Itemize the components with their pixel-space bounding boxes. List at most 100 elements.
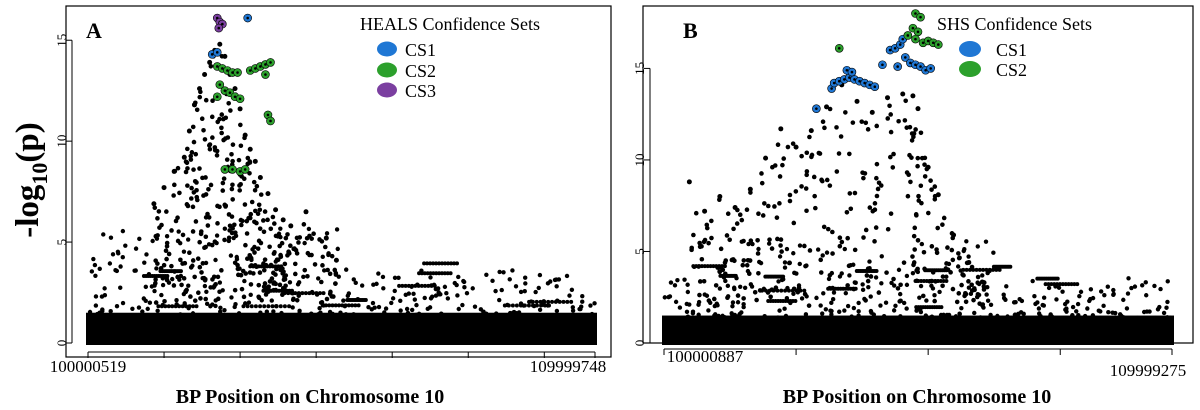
snp-point — [841, 318, 846, 324]
snp-point — [984, 292, 989, 297]
snp-point — [309, 252, 314, 258]
snp-point — [911, 233, 917, 239]
snp-point — [351, 312, 356, 317]
snp-point — [164, 243, 170, 249]
snp-point — [831, 290, 837, 295]
snp-point — [735, 300, 741, 305]
cs-point-core — [238, 170, 242, 173]
peak-snp-point — [247, 146, 253, 152]
snp-point — [790, 141, 796, 146]
snp-point — [376, 271, 381, 276]
legend-a-cs1-marker — [377, 41, 397, 57]
snp-point — [1070, 312, 1075, 318]
snp-point — [845, 283, 850, 288]
snp-point — [944, 279, 949, 284]
snp-point — [370, 300, 376, 306]
snp-point — [306, 226, 312, 232]
snp-point — [823, 317, 829, 323]
snp-point — [116, 251, 121, 256]
peak-snp-point — [237, 106, 243, 112]
snp-point — [382, 316, 387, 321]
snp-point — [685, 314, 691, 319]
snp-point — [190, 124, 196, 130]
snp-point — [550, 299, 555, 304]
snp-point — [935, 225, 941, 231]
snp-point — [839, 239, 845, 245]
snp-point — [343, 303, 348, 308]
snp-point — [1082, 315, 1088, 320]
snp-point — [460, 302, 465, 308]
snp-point — [1102, 292, 1107, 298]
snp-point — [689, 247, 694, 253]
snp-point — [891, 283, 897, 288]
snp-point — [991, 250, 996, 255]
snp-point — [262, 209, 268, 214]
snp-point — [702, 264, 707, 269]
snp-point — [985, 284, 990, 290]
snp-point — [1005, 314, 1010, 319]
snp-point — [184, 314, 189, 319]
snp-point — [569, 299, 574, 304]
snp-point — [732, 286, 737, 292]
snp-point — [803, 263, 808, 269]
snp-point — [155, 216, 160, 221]
snp-point — [682, 277, 687, 282]
snp-point — [344, 267, 349, 272]
snp-point — [1067, 318, 1072, 323]
snp-point — [811, 174, 817, 180]
snp-point — [944, 274, 949, 279]
snp-point — [687, 302, 692, 307]
snp-point — [883, 300, 889, 305]
snp-point — [353, 280, 358, 286]
snp-point — [697, 240, 702, 246]
snp-point — [340, 303, 345, 308]
snp-point — [1106, 309, 1111, 315]
snp-point — [280, 286, 286, 291]
snp-point — [777, 201, 782, 206]
snp-point — [809, 152, 815, 158]
snp-point — [775, 315, 781, 320]
snp-point — [219, 130, 224, 136]
snp-point — [223, 203, 229, 209]
snp-point — [957, 311, 962, 316]
snp-point — [842, 308, 847, 313]
snp-point — [837, 243, 843, 249]
snp-point — [909, 318, 915, 323]
snp-point — [1119, 313, 1124, 319]
snp-point — [249, 199, 255, 205]
snp-point — [542, 316, 548, 321]
snp-point — [324, 231, 330, 236]
snp-point — [173, 304, 178, 309]
snp-point — [981, 287, 987, 292]
cs-point-core — [901, 37, 905, 41]
snp-point — [253, 208, 258, 214]
snp-point — [538, 303, 543, 308]
snp-point — [242, 278, 247, 284]
cs-point-core — [218, 83, 222, 86]
snp-point — [975, 274, 981, 280]
peak-snp-point — [686, 179, 692, 185]
snp-point — [884, 270, 889, 275]
snp-point — [89, 316, 94, 321]
snp-point — [741, 238, 746, 244]
snp-point — [212, 145, 218, 150]
snp-point — [937, 289, 942, 295]
snp-point — [203, 215, 209, 220]
snp-point — [865, 278, 871, 284]
snp-point — [1035, 300, 1040, 305]
snp-point — [885, 116, 891, 121]
snp-point — [954, 316, 959, 322]
snp-point — [199, 270, 204, 275]
snp-point — [205, 223, 211, 228]
snp-point — [754, 297, 759, 303]
snp-point — [404, 306, 410, 312]
snp-point — [1140, 283, 1145, 288]
snp-point — [1054, 297, 1059, 302]
snp-point — [238, 181, 243, 187]
snp-point — [546, 299, 551, 304]
snp-point — [274, 304, 279, 309]
snp-point — [270, 304, 275, 309]
peak-snp-point — [981, 280, 987, 286]
snp-point — [101, 232, 106, 237]
